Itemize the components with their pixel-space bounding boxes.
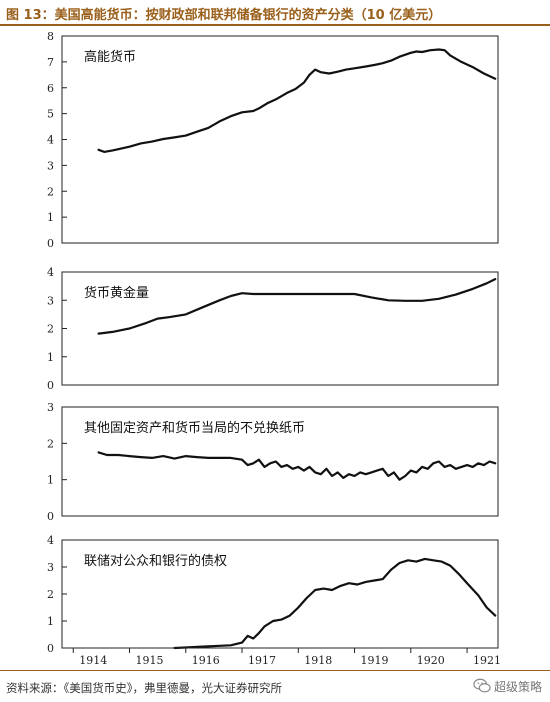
y-tick-label: 1 [47, 474, 54, 487]
y-tick-label: 4 [47, 534, 54, 547]
plot-frame [61, 406, 499, 517]
x-tick-label: 1918 [304, 654, 332, 667]
figure-title: 图 13：美国高能货币：按财政部和联邦储备银行的资产分类（10 亿美元） [6, 8, 442, 23]
y-tick-label: 2 [47, 185, 54, 198]
series-line [97, 48, 497, 153]
y-tick-label: 3 [47, 294, 54, 307]
y-tick-label: 2 [47, 588, 54, 601]
x-tick-label: 1919 [361, 654, 389, 667]
x-tick-label: 1916 [192, 654, 220, 667]
y-tick-label: 0 [47, 510, 54, 523]
series-line [97, 451, 497, 481]
plot-frame [61, 35, 499, 244]
y-tick-label: 1 [47, 351, 54, 364]
y-tick-label: 2 [47, 323, 54, 336]
x-tick-label: 1914 [79, 654, 107, 667]
y-tick-label: 5 [47, 108, 54, 121]
y-tick-label: 3 [47, 561, 54, 574]
source-footer: 资料来源：《美国货币史》，弗里德曼，光大证券研究所 超级策略 [0, 670, 550, 702]
watermark-text: 超级策略 [493, 679, 542, 694]
x-tick-label: 1921 [473, 654, 501, 667]
chart-panel-2: 0 1 2 3 4 货币黄金量 [47, 266, 499, 392]
chart-panel-1: 0 1 2 3 4 5 6 7 8 高能货币 [47, 30, 499, 250]
y-tick-label: 8 [47, 30, 54, 43]
panel-title: 高能货币 [84, 49, 136, 65]
y-tick-label: 7 [47, 56, 54, 69]
x-axis: 1914 1915 1916 1917 1918 1919 1920 1921 [62, 647, 501, 667]
x-tick-label: 1915 [136, 654, 164, 667]
wechat-icon [473, 678, 491, 693]
y-tick-label: 1 [47, 211, 54, 224]
y-tick-label: 0 [47, 642, 54, 655]
y-tick-label: 0 [47, 379, 54, 392]
panel-title: 联储对公众和银行的债权 [84, 553, 227, 569]
watermark: 超级策略 [473, 677, 542, 695]
y-tick-label: 1 [47, 615, 54, 628]
y-tick-label: 6 [47, 82, 54, 95]
panel-title: 货币黄金量 [84, 285, 149, 301]
figure-header: 图 13：美国高能货币：按财政部和联邦储备银行的资产分类（10 亿美元） [0, 0, 550, 26]
source-note: 资料来源：《美国货币史》，弗里德曼，光大证券研究所 [6, 681, 282, 695]
chart-panel-4: 0 1 2 3 4 联储对公众和银行的债权 [47, 534, 499, 655]
series-line [97, 278, 497, 335]
chart-panel-3: 0 1 2 3 其他固定资产和货币当局的不兑换纸币 [47, 401, 499, 523]
y-tick-label: 3 [47, 401, 54, 414]
series-line [173, 557, 497, 650]
y-tick-label: 0 [47, 237, 54, 250]
y-tick-label: 3 [47, 159, 54, 172]
y-tick-label: 4 [47, 134, 54, 147]
y-tick-label: 2 [47, 437, 54, 450]
x-tick-label: 1917 [248, 654, 276, 667]
x-tick-label: 1920 [417, 654, 445, 667]
y-tick-label: 4 [47, 266, 54, 279]
panel-title: 其他固定资产和货币当局的不兑换纸币 [84, 420, 305, 436]
